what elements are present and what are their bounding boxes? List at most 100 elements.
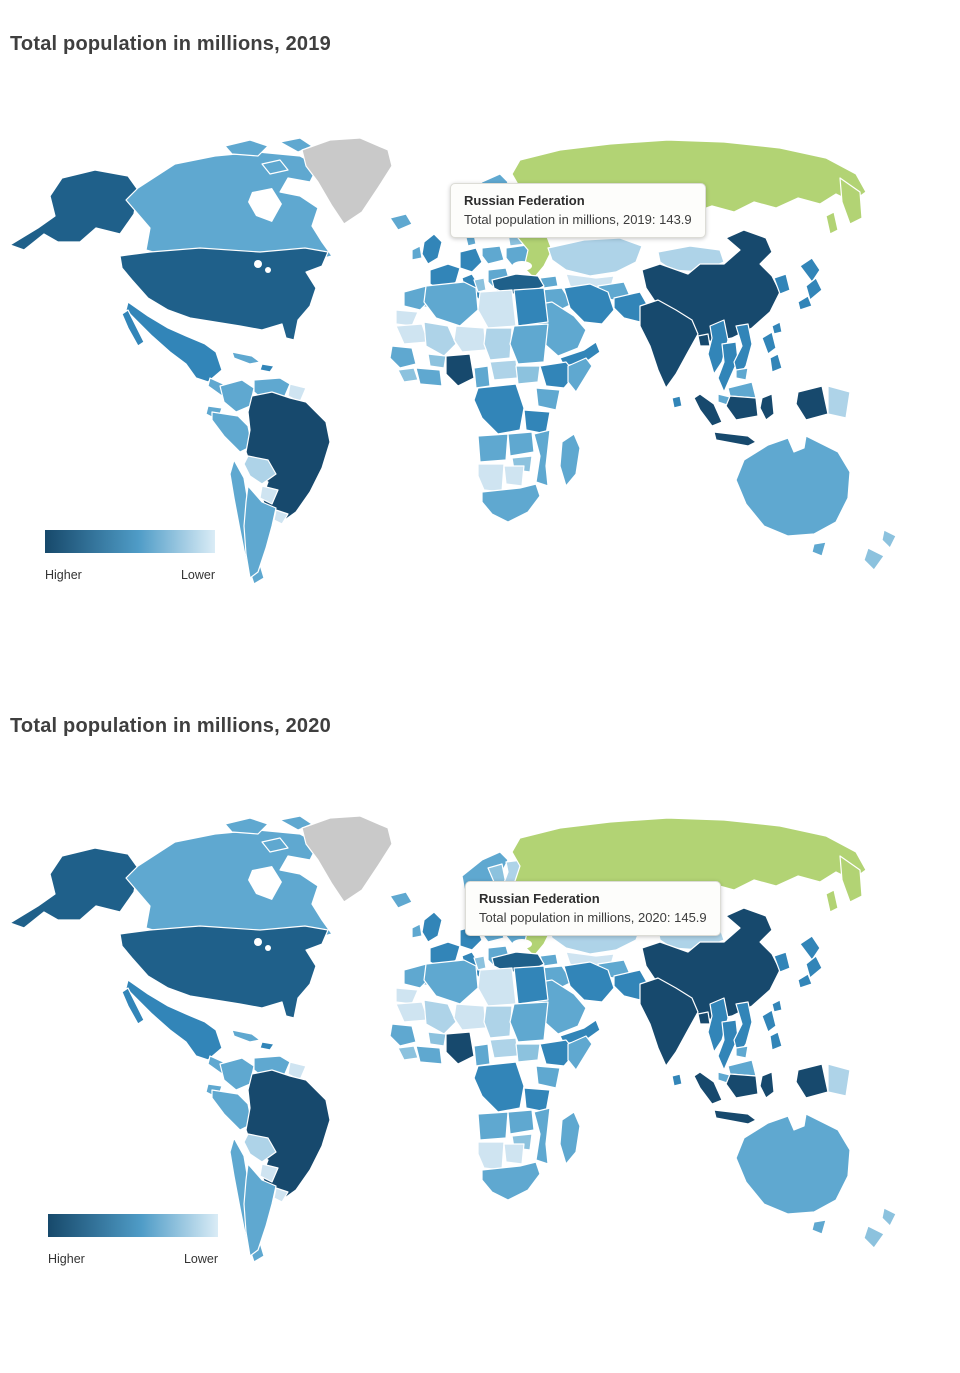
country-germany[interactable] [459, 247, 483, 273]
country-cameroon[interactable] [473, 1043, 491, 1067]
region-ivory-coast-ghana[interactable] [415, 367, 443, 387]
country-uruguay[interactable] [273, 509, 289, 525]
country-mozambique[interactable] [533, 429, 551, 487]
country-madagascar[interactable] [559, 1111, 581, 1165]
country-usa[interactable] [119, 247, 329, 341]
country-ireland[interactable] [411, 923, 423, 939]
country-madagascar[interactable] [559, 433, 581, 487]
country-cuba[interactable] [231, 351, 261, 365]
country-south-africa[interactable] [481, 483, 541, 523]
country-namibia[interactable] [477, 463, 505, 493]
region-ivory-coast-ghana[interactable] [415, 1045, 443, 1065]
country-iceland[interactable] [389, 213, 413, 231]
country-tunisia[interactable] [473, 955, 487, 971]
country-angola[interactable] [477, 433, 509, 463]
region-greenland-no-data[interactable] [301, 815, 393, 903]
region-baja-mexico[interactable] [121, 309, 145, 347]
country-bolivia[interactable] [243, 1133, 277, 1163]
country-central-african-republic[interactable] [489, 359, 519, 381]
country-niger[interactable] [453, 1003, 487, 1031]
country-new-zealand[interactable] [863, 547, 885, 571]
country-mauritania[interactable] [395, 323, 429, 345]
country-sri-lanka[interactable] [671, 1073, 683, 1087]
region-western-sahara[interactable] [395, 309, 419, 327]
country-zambia[interactable] [507, 431, 535, 457]
country-sri-lanka[interactable] [671, 395, 683, 409]
country-india[interactable] [639, 977, 699, 1067]
region-korea[interactable] [773, 951, 791, 973]
country-canada[interactable] [125, 151, 333, 269]
country-paraguay[interactable] [259, 485, 279, 505]
country-bangladesh[interactable] [697, 333, 711, 347]
country-canada-arctic-islands[interactable] [224, 817, 269, 835]
region-sulawesi-indonesia[interactable] [759, 1071, 775, 1099]
country-usa[interactable] [119, 925, 329, 1019]
country-canada-arctic-islands[interactable] [261, 159, 289, 175]
country-bangladesh[interactable] [697, 1011, 711, 1025]
country-alaska-usa[interactable] [9, 847, 139, 929]
country-nigeria[interactable] [445, 1031, 475, 1065]
region-sulawesi-indonesia[interactable] [759, 393, 775, 421]
region-java-indonesia[interactable] [713, 431, 757, 447]
country-somalia[interactable] [567, 1035, 593, 1071]
region-sakhalin-russia[interactable] [825, 211, 839, 235]
region-west-new-guinea-indonesia[interactable] [795, 1063, 829, 1099]
country-ireland[interactable] [411, 245, 423, 261]
country-hispaniola[interactable] [259, 363, 275, 373]
country-mozambique[interactable] [533, 1107, 551, 1165]
region-kamchatka-russia[interactable] [839, 855, 863, 903]
country-myanmar[interactable] [707, 997, 729, 1053]
country-philippines[interactable] [761, 331, 777, 355]
country-mexico[interactable] [125, 301, 223, 383]
region-korea[interactable] [773, 273, 791, 295]
country-libya[interactable] [477, 967, 517, 1007]
country-japan[interactable] [797, 295, 813, 311]
country-mauritania[interactable] [395, 1001, 429, 1023]
country-zambia[interactable] [507, 1109, 535, 1135]
country-canada-arctic-islands[interactable] [261, 837, 289, 853]
country-south-sudan[interactable] [515, 365, 541, 385]
region-kamchatka-russia[interactable] [839, 177, 863, 225]
country-libya[interactable] [477, 289, 517, 329]
country-angola[interactable] [477, 1111, 509, 1141]
country-canada[interactable] [125, 829, 333, 947]
country-new-zealand[interactable] [881, 529, 897, 549]
country-egypt[interactable] [513, 287, 549, 327]
country-iran[interactable] [563, 961, 615, 1003]
country-south-africa[interactable] [481, 1161, 541, 1201]
country-united-kingdom[interactable] [421, 233, 443, 265]
country-poland[interactable] [481, 245, 505, 265]
country-peru[interactable] [211, 411, 253, 453]
country-algeria[interactable] [423, 959, 479, 1005]
country-japan[interactable] [799, 935, 821, 961]
country-new-zealand[interactable] [881, 1207, 897, 1227]
country-myanmar[interactable] [707, 319, 729, 375]
country-taiwan[interactable] [771, 999, 783, 1013]
region-west-new-guinea-indonesia[interactable] [795, 385, 829, 421]
country-cambodia[interactable] [735, 367, 749, 381]
country-alaska-usa[interactable] [9, 169, 139, 251]
country-papua-new-guinea[interactable] [827, 1063, 851, 1097]
country-sudan[interactable] [509, 323, 549, 365]
region-baja-mexico[interactable] [121, 987, 145, 1025]
country-sudan[interactable] [509, 1001, 549, 1043]
country-uruguay[interactable] [273, 1187, 289, 1203]
country-algeria[interactable] [423, 281, 479, 327]
country-somalia[interactable] [567, 357, 593, 393]
country-peru[interactable] [211, 1089, 253, 1131]
country-united-kingdom[interactable] [421, 911, 443, 943]
country-canada-arctic-islands[interactable] [224, 139, 269, 157]
country-japan[interactable] [797, 973, 813, 989]
country-iceland[interactable] [389, 891, 413, 909]
country-tunisia[interactable] [473, 277, 487, 293]
country-papua-new-guinea[interactable] [827, 385, 851, 419]
country-botswana[interactable] [503, 1143, 525, 1165]
region-senegal-guinea[interactable] [389, 345, 417, 369]
country-argentina[interactable] [243, 485, 277, 579]
region-western-sahara[interactable] [395, 987, 419, 1005]
country-hispaniola[interactable] [259, 1041, 275, 1051]
country-philippines[interactable] [769, 1031, 783, 1051]
region-greenland-no-data[interactable] [301, 137, 393, 225]
country-mali[interactable] [423, 321, 457, 357]
country-chad[interactable] [483, 327, 513, 361]
